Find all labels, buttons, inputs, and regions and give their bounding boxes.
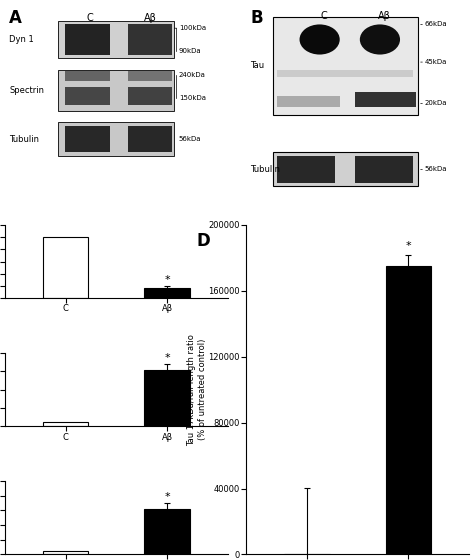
Bar bbox=[144, 288, 190, 298]
Text: 56kDa: 56kDa bbox=[179, 136, 201, 142]
Bar bbox=[273, 152, 418, 186]
Text: D: D bbox=[197, 231, 210, 250]
Text: 56kDa: 56kDa bbox=[425, 166, 447, 172]
Text: 100kDa: 100kDa bbox=[179, 25, 206, 31]
Bar bbox=[385, 266, 431, 554]
Bar bbox=[128, 126, 172, 152]
Bar bbox=[277, 69, 413, 77]
Bar bbox=[65, 25, 109, 54]
Text: Dyn 1: Dyn 1 bbox=[9, 35, 34, 44]
Bar bbox=[356, 156, 413, 183]
Text: Tubulin: Tubulin bbox=[9, 135, 39, 144]
Bar bbox=[356, 92, 416, 108]
Bar bbox=[43, 237, 89, 298]
Text: Tau: Tau bbox=[250, 62, 264, 71]
Text: 20kDa: 20kDa bbox=[425, 100, 447, 106]
Text: A: A bbox=[9, 10, 22, 27]
Bar bbox=[128, 72, 172, 81]
Text: 66kDa: 66kDa bbox=[425, 21, 447, 27]
Text: *: * bbox=[164, 353, 170, 363]
Bar bbox=[144, 371, 190, 426]
Text: 150kDa: 150kDa bbox=[179, 95, 206, 101]
Bar bbox=[58, 69, 174, 111]
Bar bbox=[277, 156, 335, 183]
Text: C: C bbox=[86, 13, 93, 23]
Ellipse shape bbox=[300, 25, 340, 54]
Bar bbox=[65, 72, 109, 81]
Bar bbox=[58, 122, 174, 156]
Text: *: * bbox=[164, 492, 170, 502]
Bar bbox=[65, 87, 109, 105]
Text: 240kDa: 240kDa bbox=[179, 72, 206, 78]
Bar bbox=[58, 21, 174, 58]
Bar bbox=[128, 87, 172, 105]
Bar bbox=[65, 126, 109, 152]
Text: Aβ: Aβ bbox=[378, 11, 391, 21]
Text: Aβ: Aβ bbox=[144, 13, 156, 23]
Ellipse shape bbox=[360, 25, 400, 54]
Y-axis label: Tau 17kDa/full-length ratio
(% of untreated control): Tau 17kDa/full-length ratio (% of untrea… bbox=[187, 334, 207, 446]
Bar bbox=[273, 17, 418, 115]
Bar bbox=[43, 422, 89, 426]
Text: Spectrin: Spectrin bbox=[9, 86, 44, 95]
Text: B: B bbox=[250, 10, 263, 27]
Text: *: * bbox=[406, 241, 411, 251]
Text: Tubulin: Tubulin bbox=[250, 165, 281, 174]
Bar bbox=[43, 552, 89, 554]
Text: 90kDa: 90kDa bbox=[179, 48, 201, 54]
Text: C: C bbox=[321, 11, 328, 21]
Bar bbox=[277, 96, 340, 108]
Bar bbox=[128, 25, 172, 54]
Bar bbox=[144, 509, 190, 554]
Text: 45kDa: 45kDa bbox=[425, 59, 447, 65]
Text: *: * bbox=[164, 275, 170, 284]
